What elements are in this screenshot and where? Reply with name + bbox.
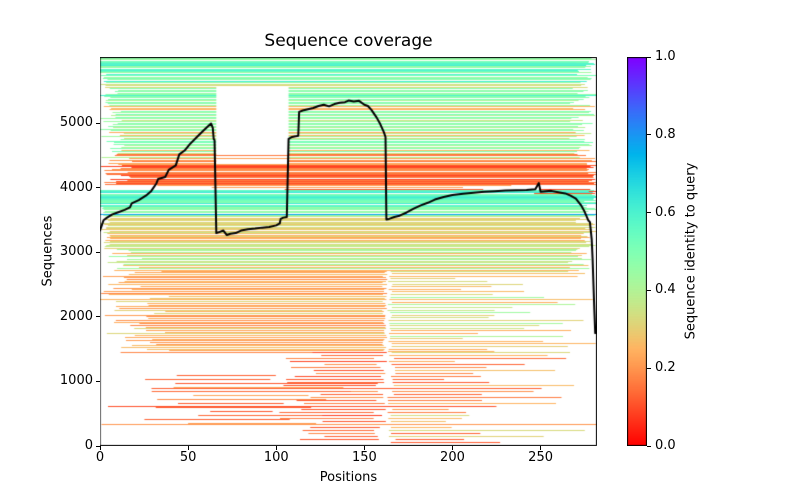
y-tick-mark bbox=[96, 316, 100, 318]
x-tick-mark bbox=[363, 446, 365, 450]
colorbar-tick-label: 0.4 bbox=[655, 282, 676, 298]
x-tick-mark bbox=[187, 446, 189, 450]
colorbar-tick-mark bbox=[647, 134, 651, 136]
y-tick-mark bbox=[96, 380, 100, 382]
x-tick-label: 0 bbox=[95, 450, 105, 465]
colorbar-tick-label: 0.0 bbox=[655, 438, 676, 453]
colorbar-tick-mark bbox=[647, 445, 651, 447]
colorbar-tick-mark bbox=[647, 56, 651, 58]
y-tick-mark bbox=[96, 251, 100, 253]
x-tick-mark bbox=[99, 446, 101, 450]
colorbar-tick-mark bbox=[647, 289, 651, 291]
y-tick-label: 4000 bbox=[59, 179, 93, 195]
colorbar-tick-label: 1.0 bbox=[655, 49, 676, 64]
y-tick-label: 2000 bbox=[59, 308, 93, 324]
x-tick-mark bbox=[540, 446, 542, 450]
colorbar-label: Sequence identity to query bbox=[683, 162, 699, 340]
y-tick-label: 3000 bbox=[59, 244, 93, 260]
colorbar-tick-mark bbox=[647, 212, 651, 214]
x-tick-label: 200 bbox=[440, 450, 465, 465]
x-tick-label: 50 bbox=[179, 450, 197, 465]
y-tick-mark bbox=[96, 445, 100, 447]
y-tick-label: 0 bbox=[84, 438, 93, 453]
msa-coverage-plot bbox=[100, 57, 597, 446]
y-tick-label: 5000 bbox=[59, 115, 93, 131]
chart-title: Sequence coverage bbox=[264, 31, 433, 51]
colorbar-tick-label: 0.8 bbox=[655, 126, 676, 142]
colorbar-tick-mark bbox=[647, 367, 651, 369]
colorbar-tick-label: 0.6 bbox=[655, 204, 676, 220]
colorbar-gradient bbox=[627, 57, 647, 446]
y-tick-mark bbox=[96, 122, 100, 124]
x-tick-label: 250 bbox=[528, 450, 553, 465]
x-axis-label: Positions bbox=[319, 470, 378, 485]
x-tick-mark bbox=[451, 446, 453, 450]
x-tick-mark bbox=[275, 446, 277, 450]
y-tick-mark bbox=[96, 187, 100, 189]
y-tick-label: 1000 bbox=[59, 373, 93, 389]
x-tick-label: 150 bbox=[351, 450, 377, 465]
colorbar-tick-label: 0.2 bbox=[655, 360, 676, 376]
x-tick-label: 100 bbox=[263, 450, 289, 465]
